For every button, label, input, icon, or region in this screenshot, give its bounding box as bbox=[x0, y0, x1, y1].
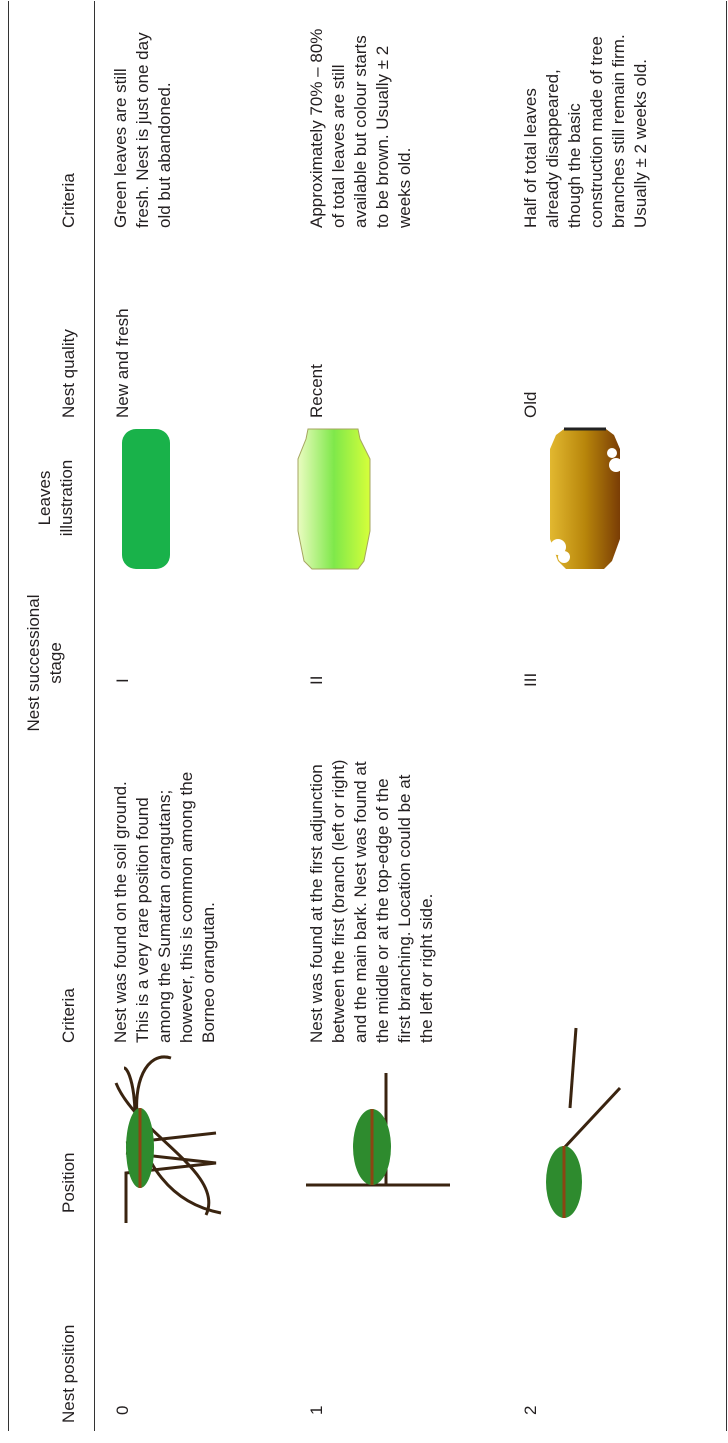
row-0-criteria-position: Nest was found on the soil ground. This … bbox=[111, 771, 218, 1043]
position-1-illustration bbox=[306, 1073, 450, 1187]
row-2-stage: III bbox=[521, 672, 540, 687]
row-2-quality: Old bbox=[521, 391, 540, 418]
header-criteria-position: Criteria bbox=[59, 988, 78, 1043]
leaves-recent-illustration bbox=[297, 428, 371, 570]
row-1-stage: II bbox=[307, 675, 326, 685]
header-nest-position: Nest position bbox=[59, 1324, 78, 1423]
row-1-criteria-quality: Approximately 70% – 80% of total leaves … bbox=[307, 28, 414, 228]
header-criteria-quality: Criteria bbox=[59, 173, 78, 228]
header-position: Position bbox=[59, 1152, 78, 1213]
position-2-illustration bbox=[546, 1027, 622, 1218]
header-leaves: Leaves illustration bbox=[35, 459, 76, 537]
row-0-nest-position: 0 bbox=[113, 1405, 132, 1415]
leaves-fresh-illustration bbox=[122, 429, 170, 569]
leaves-old-illustration bbox=[550, 427, 623, 569]
row-2-criteria-quality: Half of total leaves already disappeared… bbox=[521, 34, 650, 228]
position-0-illustration bbox=[114, 1055, 222, 1223]
header-nest-quality: Nest quality bbox=[59, 329, 78, 418]
row-0-quality: New and fresh bbox=[113, 308, 132, 418]
row-0-criteria-quality: Green leaves are still fresh. Nest is ju… bbox=[111, 32, 174, 228]
table-bottom-rule bbox=[726, 1, 727, 1431]
row-1-quality: Recent bbox=[307, 364, 326, 418]
row-0-stage: I bbox=[113, 678, 132, 683]
row-1-criteria-position: Nest was found at the first adjunction b… bbox=[307, 759, 436, 1043]
header-rule bbox=[94, 1, 95, 1431]
table-top-rule bbox=[8, 1, 9, 1431]
row-1-nest-position: 1 bbox=[307, 1405, 326, 1415]
row-2-nest-position: 2 bbox=[521, 1405, 540, 1415]
header-stage: Nest successional stage bbox=[24, 594, 65, 732]
